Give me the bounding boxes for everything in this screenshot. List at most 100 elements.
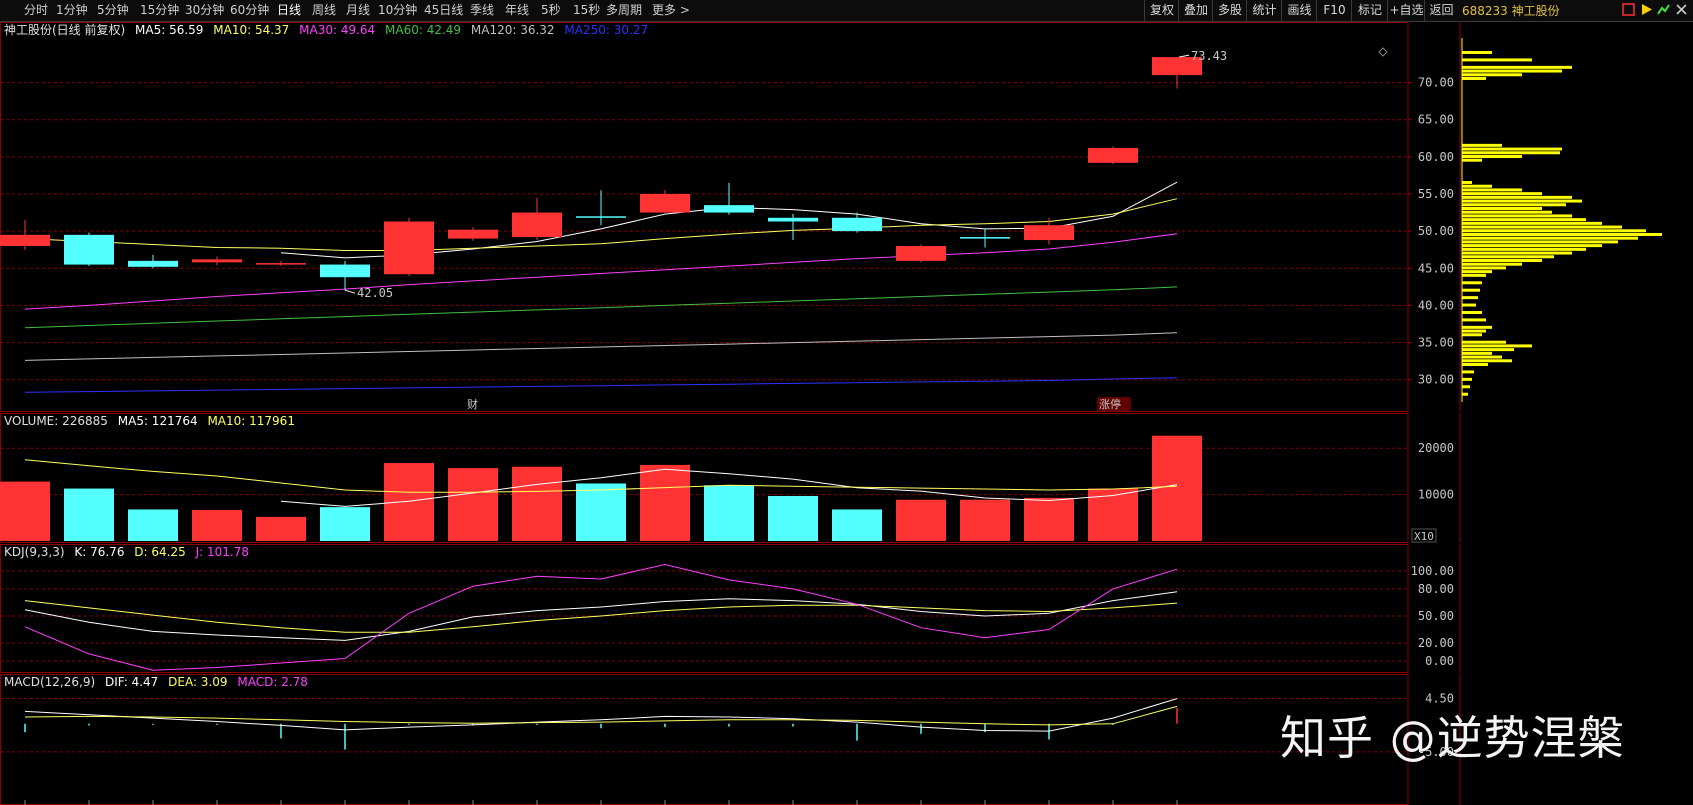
kdj-d-legend: D: 64.25 (134, 545, 186, 559)
volume-bar-7[interactable] (448, 468, 498, 541)
price-tick-label-0: 30.00 (1418, 373, 1454, 387)
price-ma-line-4 (24, 332, 1178, 361)
volume-bar-4[interactable] (256, 516, 306, 541)
volume-bar-15[interactable] (960, 499, 1010, 541)
period-tab-16[interactable]: 更多 > (652, 3, 690, 17)
ma30-legend: MA30: 49.64 (299, 23, 376, 37)
kdj-tick-label-4: 100.00 (1411, 564, 1454, 578)
price-ma-line-1 (24, 198, 1178, 251)
event-financial-marker: 财 (467, 397, 478, 411)
macd-tick-label-1: 4.50 (1425, 691, 1454, 705)
candle-body-8[interactable] (512, 212, 562, 238)
volume-profile-bar-1 (1462, 58, 1532, 62)
price-ma-line-5 (24, 377, 1178, 393)
volume-bar-3[interactable] (192, 509, 242, 541)
volume-tick-label-0: 10000 (1418, 488, 1454, 502)
diamond-marker-icon (1378, 47, 1388, 57)
period-tab-6[interactable]: 日线 (277, 3, 302, 17)
period-tab-11[interactable]: 季线 (470, 3, 495, 17)
volume-bar-16[interactable] (1024, 497, 1074, 541)
candle-body-9[interactable] (576, 216, 626, 218)
period-tab-15[interactable]: 多周期 (606, 3, 643, 17)
candle-body-18[interactable] (1152, 57, 1202, 76)
volume-bar-2[interactable] (128, 509, 178, 541)
candle-body-2[interactable] (128, 260, 178, 267)
volume-bar-14[interactable] (896, 499, 946, 541)
volume-bar-17[interactable] (1088, 488, 1138, 541)
period-tab-2[interactable]: 5分钟 (97, 3, 129, 17)
macd-legend-title: MACD(12,26,9) (4, 675, 96, 689)
volume-profile-bar-54 (1462, 377, 1472, 381)
volume-bar-10[interactable] (640, 464, 690, 541)
volume-profile-bar-38 (1462, 288, 1480, 292)
candle-body-4[interactable] (256, 263, 306, 265)
toolbar-action-8[interactable]: 返回 (1424, 0, 1458, 21)
volume-profile-bar-42 (1462, 318, 1486, 322)
volume-bar-9[interactable] (576, 483, 626, 541)
candle-body-13[interactable] (832, 217, 882, 232)
candle-body-11[interactable] (704, 205, 754, 213)
period-tab-0[interactable]: 分时 (24, 3, 49, 17)
volume-bar-12[interactable] (768, 495, 818, 541)
volume-bar-1[interactable] (64, 488, 114, 541)
kdj-j-legend: J: 101.78 (195, 545, 249, 559)
candle-body-15[interactable] (960, 237, 1010, 239)
candle-body-10[interactable] (640, 194, 690, 213)
volume-profile-bar-12 (1462, 184, 1492, 188)
candle-body-0[interactable] (0, 234, 50, 246)
volume-profile-bar-43 (1462, 325, 1492, 329)
toolbar-action-5[interactable]: F10 (1316, 0, 1352, 21)
volume-profile-bar-30 (1462, 251, 1572, 255)
period-tab-3[interactable]: 15分钟 (140, 3, 180, 17)
toolbar-action-3[interactable]: 统计 (1246, 0, 1282, 21)
price-tick-label-3: 45.00 (1418, 261, 1454, 275)
volume-bar-11[interactable] (704, 485, 754, 541)
volume-profile-bar-53 (1462, 370, 1474, 374)
candle-body-14[interactable] (896, 246, 946, 261)
close-icon[interactable] (1675, 3, 1688, 16)
volume-bar-6[interactable] (384, 463, 434, 541)
chart-arrow-icon[interactable] (1657, 3, 1670, 16)
period-tab-13[interactable]: 5秒 (541, 3, 561, 17)
volume-bar-13[interactable] (832, 509, 882, 541)
candle-body-3[interactable] (192, 259, 242, 263)
volume-bar-0[interactable] (0, 481, 50, 541)
volume-profile-bar-3 (1462, 69, 1562, 73)
toolbar-action-2[interactable]: 多股 (1212, 0, 1247, 21)
period-tab-12[interactable]: 年线 (505, 3, 530, 17)
period-tab-4[interactable]: 30分钟 (185, 3, 225, 17)
period-tab-7[interactable]: 周线 (312, 3, 337, 17)
window-restore-icon[interactable] (1622, 3, 1635, 16)
kdj-legend: KDJ(9,3,3) K: 76.76 D: 64.25 J: 101.78 (4, 545, 255, 559)
volume-profile-bar-29 (1462, 247, 1586, 251)
kline-chart-area[interactable]: 30.00 35.00 40.00 45.00 50.00 55.00 60.00 65.00… (0, 22, 1693, 805)
toolbar-action-4[interactable]: 画线 (1281, 0, 1317, 21)
candle-body-16[interactable] (1024, 225, 1074, 241)
period-tab-9[interactable]: 10分钟 (378, 3, 418, 17)
toolbar-action-6[interactable]: 标记 (1351, 0, 1388, 21)
candle-body-12[interactable] (768, 217, 818, 222)
candle-body-7[interactable] (448, 229, 498, 239)
volume-legend: VOLUME: 226885 MA5: 121764 MA10: 117961 (4, 414, 301, 428)
toolbar-action-0[interactable]: 复权 (1144, 0, 1179, 21)
toolbar-action-1[interactable]: 叠加 (1178, 0, 1213, 21)
volume-bar-18[interactable] (1152, 435, 1202, 541)
period-tab-14[interactable]: 15秒 (573, 3, 601, 17)
period-tab-8[interactable]: 月线 (346, 3, 371, 17)
volume-profile-bar-35 (1462, 270, 1492, 274)
volume-profile-bar-13 (1462, 188, 1522, 192)
candle-body-5[interactable] (320, 264, 370, 278)
period-tab-10[interactable]: 45日线 (424, 3, 464, 17)
price-legend-title: 神工股份(日线 前复权) (4, 23, 126, 37)
period-tab-5[interactable]: 60分钟 (230, 3, 270, 17)
volume-bar-8[interactable] (512, 466, 562, 541)
candle-body-6[interactable] (384, 221, 434, 275)
candle-body-17[interactable] (1088, 147, 1138, 163)
volume-bar-5[interactable] (320, 507, 370, 541)
candle-body-1[interactable] (64, 234, 114, 265)
play-icon[interactable] (1640, 3, 1653, 16)
period-tab-1[interactable]: 1分钟 (56, 3, 88, 17)
toolbar-action-7[interactable]: +自选 (1387, 0, 1425, 21)
volume-ma10-legend: MA10: 117961 (207, 414, 295, 428)
volume-profile-bar-15 (1462, 195, 1572, 199)
